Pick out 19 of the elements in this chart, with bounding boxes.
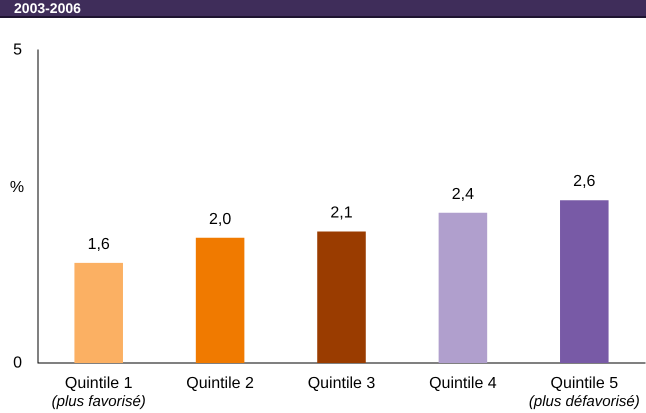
data-label: 2,0	[208, 210, 232, 228]
data-label: 2,4	[452, 186, 474, 203]
x-tick-label: Quintile 5 (plus défavorisé)	[528, 375, 640, 410]
y-tick-label: 5	[13, 41, 22, 58]
bar	[196, 238, 244, 363]
y-tick-label: 0	[13, 354, 22, 372]
x-tick-label: Quintile 2	[186, 375, 254, 392]
x-tick-label: Quintile 1 (plus favorisé)	[52, 375, 146, 410]
bar	[560, 200, 609, 363]
y-axis-title: %	[10, 179, 24, 196]
bar	[438, 212, 488, 363]
data-label: 2,6	[573, 173, 596, 190]
data-label: 2,1	[330, 204, 353, 222]
bar	[317, 232, 366, 363]
chart-title: 2003-2006	[0, 0, 646, 18]
x-tick-label: Quintile 4	[429, 375, 497, 392]
data-label: 1,6	[88, 236, 110, 253]
bar	[74, 262, 123, 363]
x-tick-label: Quintile 3	[308, 375, 376, 392]
